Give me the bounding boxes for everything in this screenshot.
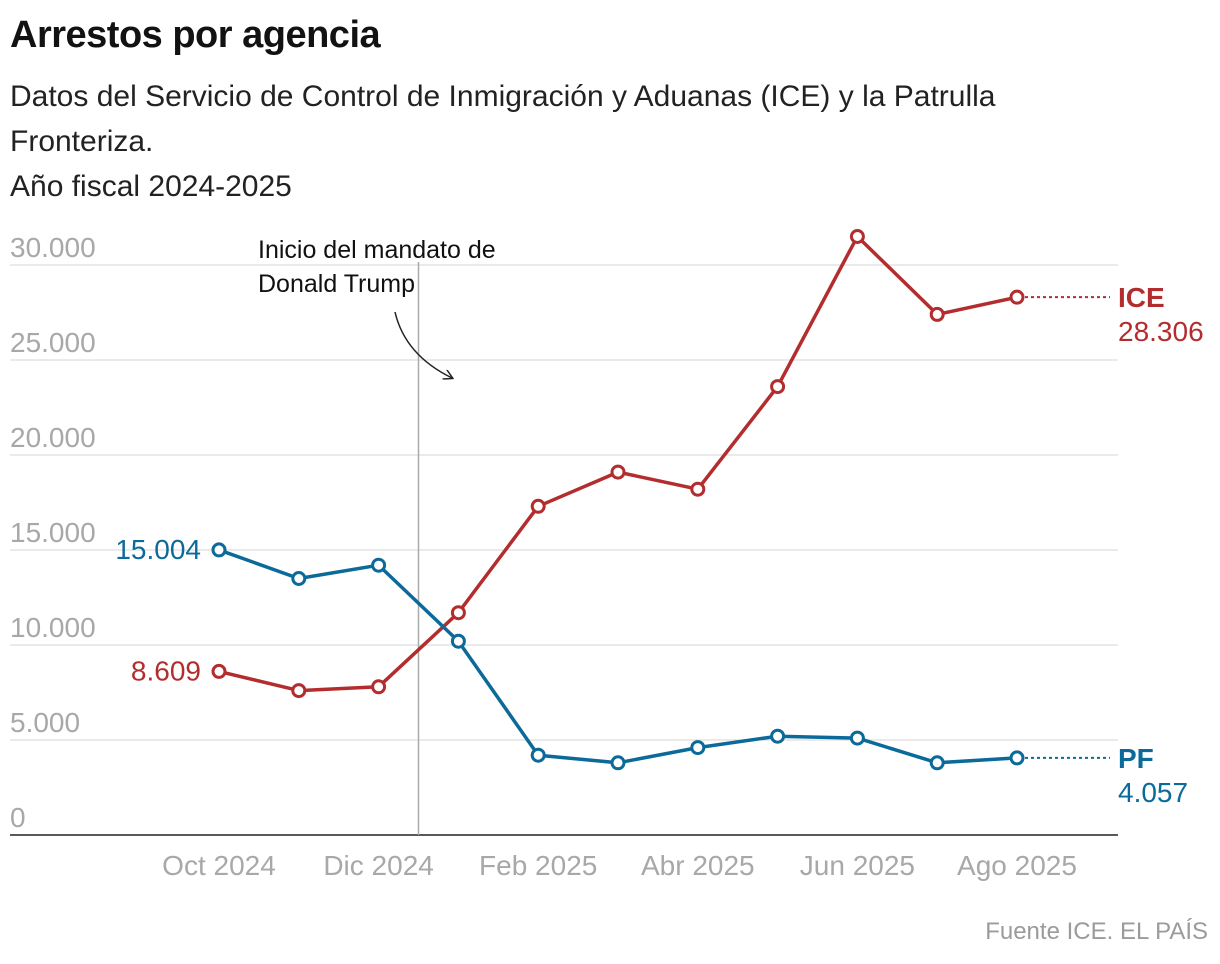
- annotation-text-line-1: Inicio del mandato de: [258, 236, 496, 264]
- y-tick-label: 10.000: [10, 612, 96, 643]
- data-point-pf: [211, 542, 227, 558]
- y-tick-label: 30.000: [10, 232, 96, 263]
- subtitle-line-3: Año fiscal 2024-2025: [10, 170, 292, 203]
- data-point-ice: [929, 306, 945, 322]
- source-org: EL PAÍS: [1119, 918, 1208, 945]
- end-label-pf: 4.057: [1118, 777, 1188, 808]
- y-axis-ticks: 0 5.000 10.000 15.000 20.000 25.000 30.000: [10, 232, 96, 833]
- start-label-ice: 8.609: [131, 655, 201, 686]
- chart-subtitle: Datos del Servicio de Control de Inmigra…: [10, 74, 1170, 209]
- series-name-ice: ICE: [1118, 282, 1165, 313]
- source-separator: .: [1106, 918, 1120, 945]
- x-tick-label: Ago 2025: [957, 850, 1077, 881]
- data-point-pf: [450, 633, 466, 649]
- subtitle-line-2: Fronteriza.: [10, 125, 154, 158]
- annotation-text-line-2: Donald Trump: [258, 270, 415, 298]
- data-point-pf: [770, 728, 786, 744]
- series-layer: [211, 229, 1025, 771]
- data-point-ice: [690, 481, 706, 497]
- data-point-pf: [530, 747, 546, 763]
- x-tick-label: Abr 2025: [641, 850, 755, 881]
- data-point-pf: [849, 730, 865, 746]
- y-tick-label: 0: [10, 802, 26, 833]
- data-point-pf: [371, 557, 387, 573]
- x-axis-ticks: Oct 2024 Dic 2024 Feb 2025 Abr 2025 Jun 2025…: [162, 850, 1077, 881]
- series-line-pf: [218, 548, 1018, 765]
- x-tick-label: Jun 2025: [800, 850, 915, 881]
- y-tick-label: 20.000: [10, 422, 96, 453]
- data-point-ice: [610, 464, 626, 480]
- y-tick-label: 5.000: [10, 707, 80, 738]
- grid-lines: [10, 264, 1118, 741]
- data-point-ice: [770, 379, 786, 395]
- annotation-arrow-icon: [394, 311, 452, 378]
- data-point-pf: [610, 755, 626, 771]
- data-point-ice: [530, 498, 546, 514]
- series-name-pf: PF: [1118, 743, 1154, 774]
- data-point-pf: [291, 571, 307, 586]
- data-point-ice: [450, 605, 466, 621]
- source-label: Fuente ICE: [985, 918, 1107, 945]
- data-point-ice: [371, 679, 387, 695]
- start-label-pf: 15.004: [115, 534, 201, 565]
- x-tick-label: Oct 2024: [162, 850, 276, 881]
- data-point-ice: [211, 663, 227, 679]
- y-tick-label: 15.000: [10, 517, 96, 548]
- end-label-ice: 28.306: [1118, 316, 1204, 347]
- chart-title: Arrestos por agencia: [10, 14, 381, 56]
- source-credit: Fuente ICE. EL PAÍS: [985, 918, 1208, 946]
- data-point-ice: [849, 229, 865, 244]
- data-point-ice: [291, 683, 307, 699]
- data-point-pf: [690, 740, 706, 756]
- series-line-ice: [218, 234, 1018, 693]
- x-tick-label: Dic 2024: [323, 850, 434, 881]
- data-point-ice: [1009, 289, 1025, 305]
- x-tick-label: Feb 2025: [479, 850, 597, 881]
- data-point-pf: [1009, 750, 1025, 766]
- data-point-pf: [929, 755, 945, 771]
- trump-annotation: Inicio del mandato de Donald Trump: [258, 236, 496, 835]
- y-tick-label: 25.000: [10, 327, 96, 358]
- subtitle-line-1: Datos del Servicio de Control de Inmigra…: [10, 80, 996, 113]
